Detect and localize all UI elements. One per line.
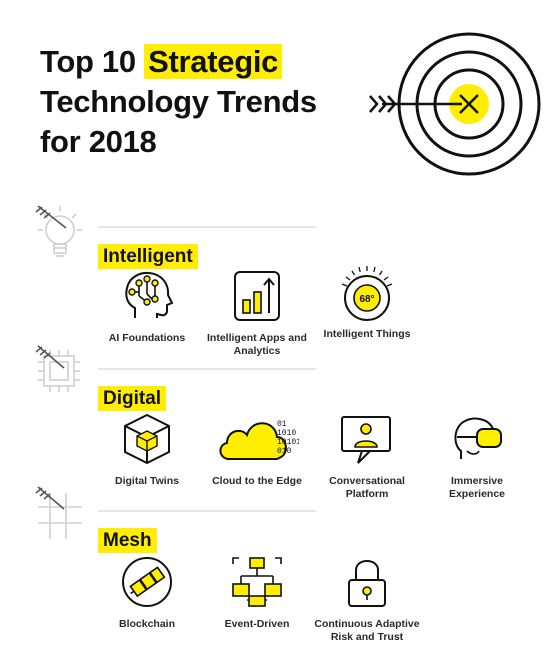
trend-digital-twins: Digital Twins	[92, 411, 202, 488]
title-highlight: Strategic	[144, 44, 283, 79]
thermostat-icon: 68°	[341, 266, 393, 321]
trend-intelligent-things: 68° Intelligent Things	[312, 264, 422, 341]
cube-icon	[124, 413, 170, 465]
trend-label: Event-Driven	[224, 618, 290, 630]
trend-intelligent-apps: Intelligent Apps and Analytics	[202, 268, 312, 358]
section-label-digital: Digital	[98, 386, 167, 411]
target-arrow-icon	[369, 32, 541, 176]
section-divider	[98, 368, 316, 370]
trend-label: Conversational Platform	[329, 475, 405, 500]
page-title: Top 10 Strategic Technology Trends for 2…	[40, 42, 317, 162]
binary-line: 01	[277, 420, 287, 429]
trend-immersive-experience: Immersive Experience	[422, 411, 532, 501]
padlock-icon	[348, 560, 386, 607]
section-divider	[98, 226, 316, 228]
section-label-mesh: Mesh	[98, 528, 157, 553]
bar-chart-icon	[234, 271, 280, 321]
trend-ai-foundations: AI Foundations	[92, 268, 202, 345]
title-part1: Top 10	[40, 44, 145, 79]
binary-line: 10101	[277, 438, 299, 447]
cloud-icon: 01 1010 10101 010	[219, 420, 299, 460]
blockchain-icon	[122, 557, 172, 607]
trend-blockchain: Blockchain	[92, 554, 202, 631]
trend-label: Intelligent Apps and Analytics	[207, 332, 307, 357]
monitor-person-icon	[341, 416, 391, 464]
trend-conversational-platform: Conversational Platform	[312, 411, 422, 501]
trend-label: Blockchain	[118, 618, 176, 630]
trend-label: Intelligent Things	[323, 328, 411, 340]
trend-label: Continuous Adaptive Risk and Trust	[314, 618, 420, 643]
lightbulb-icon	[35, 205, 82, 257]
section-divider	[98, 510, 316, 512]
section-label-intelligent: Intelligent	[98, 244, 198, 269]
chip-icon	[35, 345, 80, 392]
trend-cloud-to-edge: 01 1010 10101 010 Cloud to the Edge	[202, 411, 312, 488]
trend-event-driven: Event-Driven	[202, 554, 312, 631]
trend-label: Immersive Experience	[448, 475, 506, 500]
mesh-grid-icon	[35, 486, 82, 539]
binary-line: 010	[277, 447, 292, 456]
dial-temperature: 68°	[359, 294, 374, 305]
title-line2: Technology Trends	[40, 84, 317, 119]
binary-line: 1010	[277, 429, 296, 438]
network-icon	[232, 557, 282, 607]
ai-head-icon	[125, 271, 174, 318]
trend-label: AI Foundations	[108, 332, 186, 344]
trend-label: Cloud to the Edge	[212, 475, 302, 487]
trend-label: Digital Twins	[115, 475, 179, 487]
vr-headset-icon	[454, 417, 502, 459]
trend-continuous-adaptive-risk: Continuous Adaptive Risk and Trust	[312, 554, 422, 644]
title-line3: for 2018	[40, 124, 157, 159]
